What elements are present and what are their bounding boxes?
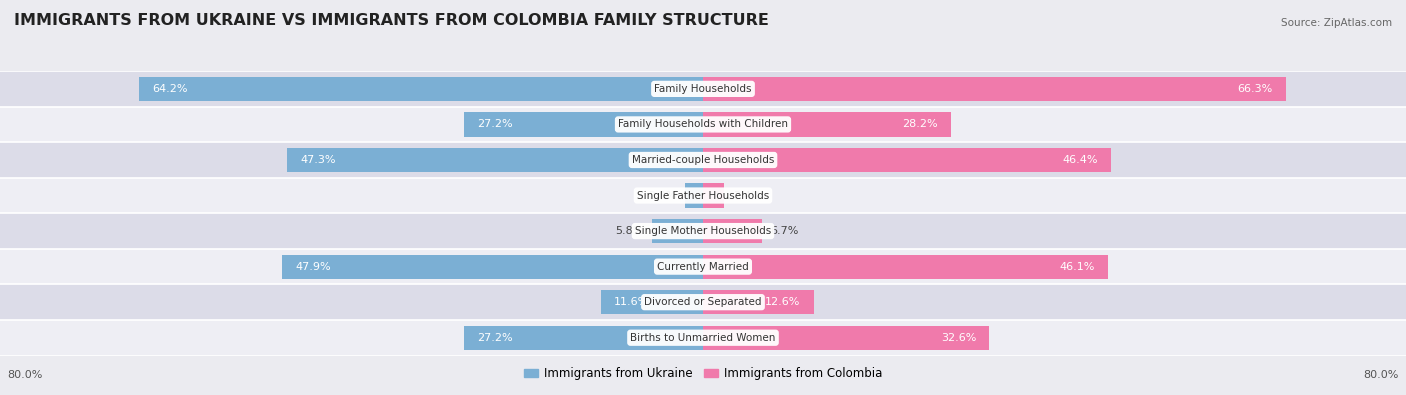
Bar <box>0 71 1406 107</box>
Bar <box>0 249 1406 284</box>
Bar <box>703 77 1285 101</box>
Bar <box>0 284 1406 320</box>
Bar <box>703 290 814 314</box>
Bar <box>0 213 1406 249</box>
Text: Source: ZipAtlas.com: Source: ZipAtlas.com <box>1281 18 1392 28</box>
Text: 27.2%: 27.2% <box>477 119 513 130</box>
Text: 46.4%: 46.4% <box>1062 155 1098 165</box>
Bar <box>703 219 762 243</box>
Text: 11.6%: 11.6% <box>614 297 650 307</box>
Bar <box>703 325 990 350</box>
Text: 28.2%: 28.2% <box>903 119 938 130</box>
Text: Family Households with Children: Family Households with Children <box>619 119 787 130</box>
Bar <box>703 183 724 208</box>
Text: 5.8%: 5.8% <box>614 226 644 236</box>
Text: 80.0%: 80.0% <box>7 370 42 380</box>
Text: 47.9%: 47.9% <box>295 261 330 272</box>
Bar <box>602 290 703 314</box>
Text: Family Households: Family Households <box>654 84 752 94</box>
Bar <box>703 254 1108 279</box>
Bar <box>652 219 703 243</box>
Text: Single Father Households: Single Father Households <box>637 190 769 201</box>
Text: Single Mother Households: Single Mother Households <box>636 226 770 236</box>
Text: 47.3%: 47.3% <box>301 155 336 165</box>
Bar <box>0 142 1406 178</box>
Text: Currently Married: Currently Married <box>657 261 749 272</box>
Text: 6.7%: 6.7% <box>770 226 799 236</box>
Bar <box>703 112 950 137</box>
Text: 12.6%: 12.6% <box>765 297 800 307</box>
Text: 2.4%: 2.4% <box>733 190 762 201</box>
Text: 2.0%: 2.0% <box>648 190 676 201</box>
Bar <box>0 320 1406 356</box>
Bar <box>686 183 703 208</box>
Text: 27.2%: 27.2% <box>477 333 513 343</box>
Bar <box>0 107 1406 142</box>
Text: Divorced or Separated: Divorced or Separated <box>644 297 762 307</box>
Text: 64.2%: 64.2% <box>152 84 187 94</box>
Text: 80.0%: 80.0% <box>1364 370 1399 380</box>
Text: Married-couple Households: Married-couple Households <box>631 155 775 165</box>
Text: IMMIGRANTS FROM UKRAINE VS IMMIGRANTS FROM COLOMBIA FAMILY STRUCTURE: IMMIGRANTS FROM UKRAINE VS IMMIGRANTS FR… <box>14 13 769 28</box>
Bar <box>139 77 703 101</box>
Text: 32.6%: 32.6% <box>941 333 976 343</box>
Bar <box>287 148 703 172</box>
Legend: Immigrants from Ukraine, Immigrants from Colombia: Immigrants from Ukraine, Immigrants from… <box>519 363 887 385</box>
Bar <box>703 148 1111 172</box>
Text: Births to Unmarried Women: Births to Unmarried Women <box>630 333 776 343</box>
Bar <box>0 178 1406 213</box>
Text: 66.3%: 66.3% <box>1237 84 1272 94</box>
Bar <box>464 325 703 350</box>
Text: 46.1%: 46.1% <box>1060 261 1095 272</box>
Bar <box>464 112 703 137</box>
Bar <box>283 254 703 279</box>
